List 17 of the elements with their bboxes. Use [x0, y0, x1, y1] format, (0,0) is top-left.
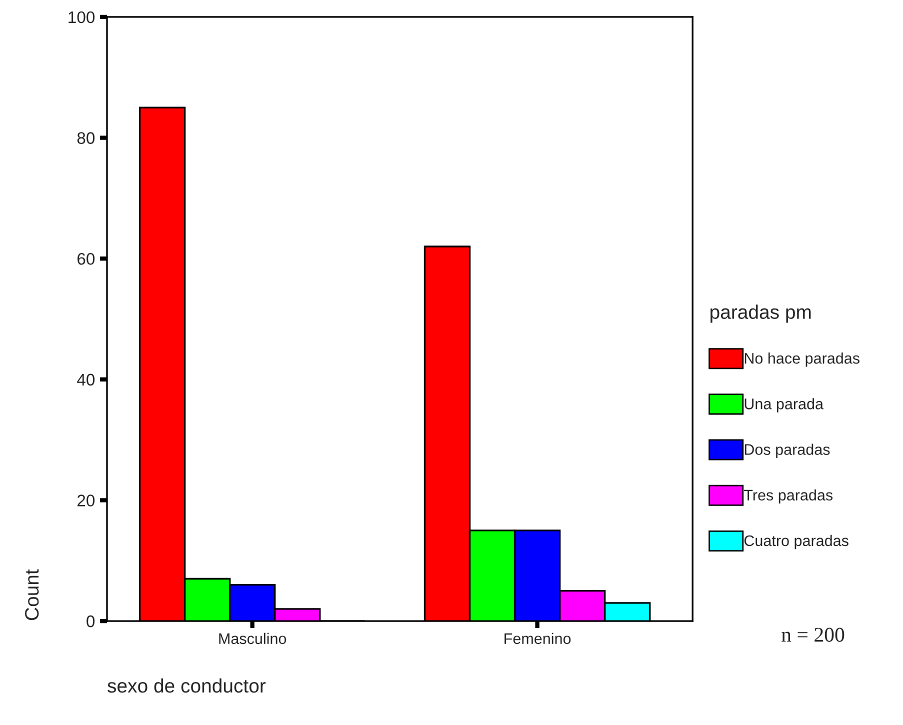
- y-tick-label: 60: [78, 252, 95, 265]
- legend-label: No hace paradas: [744, 352, 860, 367]
- legend-label: Una parada: [744, 398, 824, 412]
- y-tick-label: 40: [77, 374, 95, 386]
- y-tick-label: 100: [68, 11, 95, 24]
- y-tick-label: 0: [86, 615, 95, 628]
- x-axis-title: sexo de conductor: [108, 678, 266, 693]
- text: n = 200: [782, 628, 844, 642]
- y-tick-label: 80: [77, 132, 95, 144]
- y-axis-title: Count: [24, 569, 39, 620]
- legend-label: Dos paradas: [744, 444, 830, 458]
- legend-label: Cuatro paradas: [744, 534, 848, 550]
- x-tick-label: Masculino: [219, 632, 286, 644]
- legend-label: Tres paradas: [744, 489, 833, 504]
- y-tick-label: 20: [78, 494, 95, 506]
- x-tick-label: Femenino: [504, 632, 571, 644]
- legend-title: paradas pm: [710, 304, 811, 323]
